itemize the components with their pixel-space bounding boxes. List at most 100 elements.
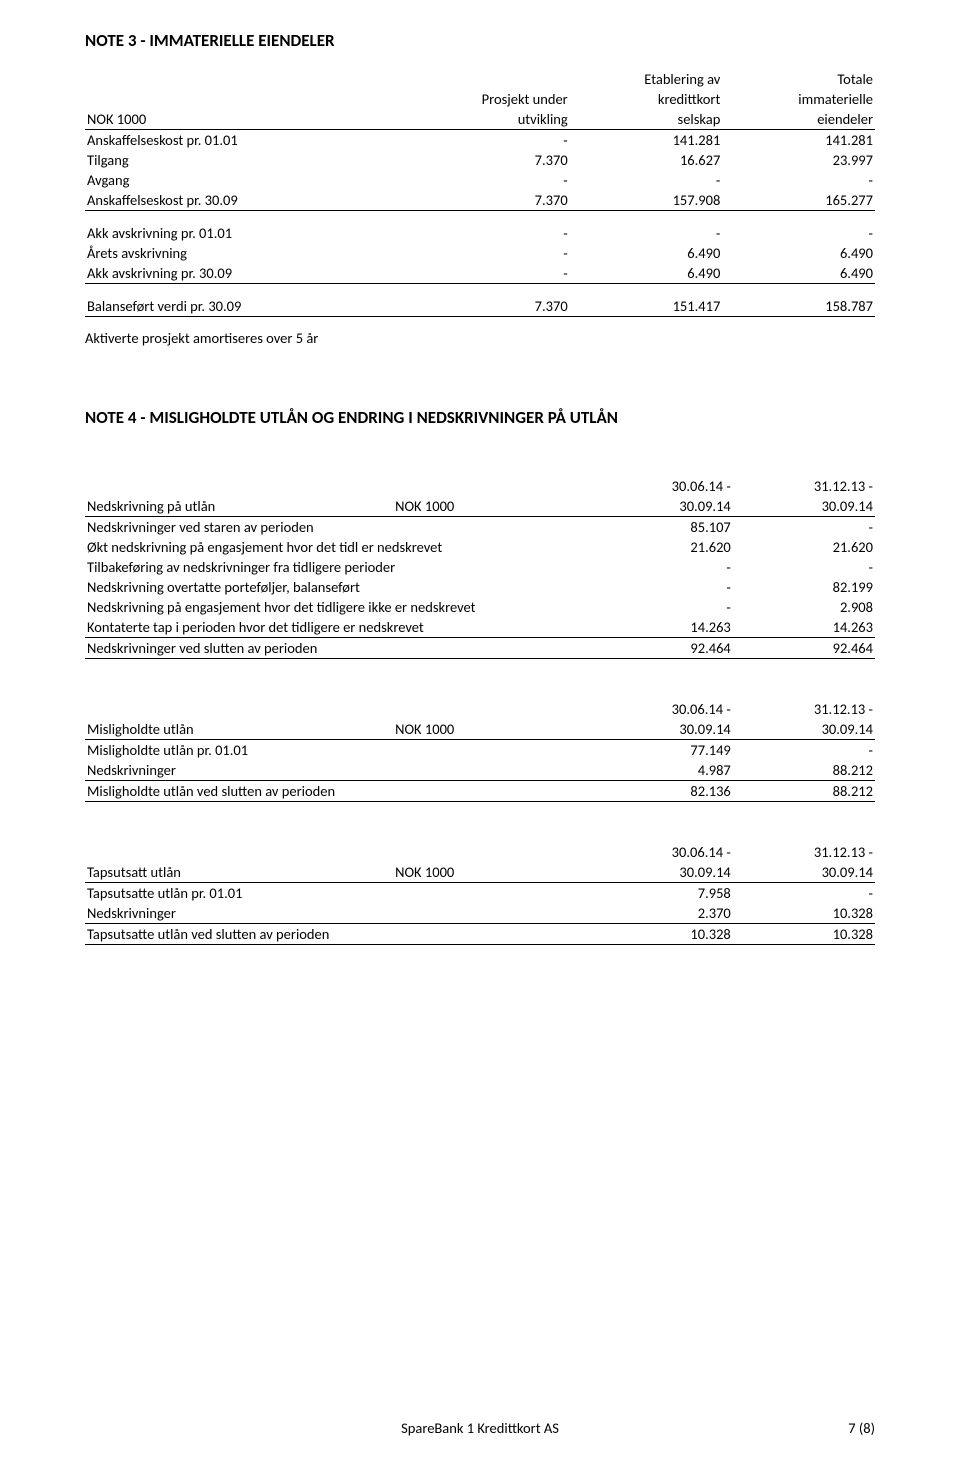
table-heading: Misligholdte utlån <box>85 719 393 740</box>
cell-value: - <box>417 263 570 284</box>
note4-table2: 30.06.14 -31.12.13 -Misligholdte utlånNO… <box>85 699 875 802</box>
nok-label: NOK 1000 <box>393 862 591 883</box>
table-row: Nedskrivninger ved staren av perioden85.… <box>85 517 875 538</box>
cell-value: - <box>417 243 570 263</box>
cell-value: - <box>722 170 875 190</box>
cell-value: 141.281 <box>722 130 875 151</box>
period-line1: 31.12.13 - <box>733 842 875 862</box>
total-label: Misligholdte utlån ved slutten av period… <box>85 781 591 802</box>
table-row: Kontaterte tap i perioden hvor det tidli… <box>85 617 875 638</box>
cell-value: 157.908 <box>570 190 723 211</box>
cell-value: 6.490 <box>722 263 875 284</box>
row-label: Nedskrivninger ved staren av perioden <box>85 517 591 538</box>
period-line2: 30.09.14 <box>733 496 875 517</box>
total-row: Misligholdte utlån ved slutten av period… <box>85 781 875 802</box>
note3-col2-line3: eiendeler <box>722 109 875 130</box>
row-label: Misligholdte utlån pr. 01.01 <box>85 740 591 761</box>
note3-block-c: Balanseført verdi pr. 30.097.370151.4171… <box>85 296 875 317</box>
total-value: 10.328 <box>733 924 875 945</box>
table-row: Tapsutsatte utlån pr. 01.017.958- <box>85 883 875 904</box>
cell-value: 141.281 <box>570 130 723 151</box>
cell-value: 2.370 <box>591 903 733 924</box>
period-line1: 30.06.14 - <box>591 842 733 862</box>
table-heading: Tapsutsatt utlån <box>85 862 393 883</box>
cell-value: - <box>591 557 733 577</box>
row-label: Årets avskrivning <box>85 243 417 263</box>
table-row: Tilgang7.37016.62723.997 <box>85 150 875 170</box>
note4-title: NOTE 4 - MISLIGHOLDTE UTLÅN OG ENDRING I… <box>85 407 875 428</box>
period-line1: 31.12.13 - <box>733 476 875 496</box>
cell-value: 6.490 <box>570 263 723 284</box>
cell-value: 82.199 <box>733 577 875 597</box>
period-line2: 30.09.14 <box>733 862 875 883</box>
period-line2: 30.09.14 <box>591 496 733 517</box>
cell-value: - <box>417 223 570 243</box>
period-line2: 30.09.14 <box>733 719 875 740</box>
cell-value: - <box>733 883 875 904</box>
note3-title: NOTE 3 - IMMATERIELLE EIENDELER <box>85 30 875 51</box>
cell-value: 23.997 <box>722 150 875 170</box>
table-row: Årets avskrivning-6.4906.490 <box>85 243 875 263</box>
period-line1: 30.06.14 - <box>591 699 733 719</box>
cell-value: 21.620 <box>591 537 733 557</box>
total-row: Tapsutsatte utlån ved slutten av periode… <box>85 924 875 945</box>
row-label: Tapsutsatte utlån pr. 01.01 <box>85 883 591 904</box>
table-row: Misligholdte utlån pr. 01.0177.149- <box>85 740 875 761</box>
note3-col1-line1: Etablering av <box>570 69 723 89</box>
period-line1: 31.12.13 - <box>733 699 875 719</box>
cell-value: 4.987 <box>591 760 733 781</box>
row-label: Anskaffelseskost pr. 30.09 <box>85 190 417 211</box>
row-label: Kontaterte tap i perioden hvor det tidli… <box>85 617 591 638</box>
note3-block-b: Akk avskrivning pr. 01.01---Årets avskri… <box>85 223 875 284</box>
footer-center: SpareBank 1 Kredittkort AS <box>85 1419 875 1437</box>
row-label: Tilbakeføring av nedskrivninger fra tidl… <box>85 557 591 577</box>
cell-value: - <box>733 557 875 577</box>
note4-table1: 30.06.14 -31.12.13 -Nedskrivning på utlå… <box>85 476 875 659</box>
table-row: Avgang--- <box>85 170 875 190</box>
note3-table: Etablering av Totale Prosjekt under kred… <box>85 69 875 317</box>
period-line2: 30.09.14 <box>591 862 733 883</box>
note3-col0-line1 <box>417 69 570 89</box>
period-line2: 30.09.14 <box>591 719 733 740</box>
table-row: Nedskrivninger2.37010.328 <box>85 903 875 924</box>
note3-col1-line2: kredittkort <box>570 89 723 109</box>
total-value: 92.464 <box>591 638 733 659</box>
table-row: Balanseført verdi pr. 30.097.370151.4171… <box>85 296 875 317</box>
cell-value: 7.370 <box>417 296 570 317</box>
table-row: Tilbakeføring av nedskrivninger fra tidl… <box>85 557 875 577</box>
total-value: 82.136 <box>591 781 733 802</box>
row-label: Nedskrivninger <box>85 903 591 924</box>
row-label: Anskaffelseskost pr. 01.01 <box>85 130 417 151</box>
cell-value: 165.277 <box>722 190 875 211</box>
nok-label: NOK 1000 <box>393 496 591 517</box>
page-container: NOTE 3 - IMMATERIELLE EIENDELER Etableri… <box>0 0 960 1457</box>
row-label: Avgang <box>85 170 417 190</box>
table-row: Anskaffelseskost pr. 30.097.370157.90816… <box>85 190 875 211</box>
table-row: Nedskrivninger4.98788.212 <box>85 760 875 781</box>
row-label: Nedskrivning på engasjement hvor det tid… <box>85 597 591 617</box>
note3-col0-line2: Prosjekt under <box>417 89 570 109</box>
note4-table3: 30.06.14 -31.12.13 - Tapsutsatt utlånNOK … <box>85 842 875 945</box>
total-row: Nedskrivninger ved slutten av perioden92… <box>85 638 875 659</box>
table-row: Akk avskrivning pr. 01.01--- <box>85 223 875 243</box>
cell-value: 151.417 <box>570 296 723 317</box>
cell-value: 2.908 <box>733 597 875 617</box>
cell-value: 16.627 <box>570 150 723 170</box>
cell-value: 10.328 <box>733 903 875 924</box>
cell-value: 158.787 <box>722 296 875 317</box>
cell-value: 77.149 <box>591 740 733 761</box>
cell-value: - <box>591 597 733 617</box>
note3-footnote: Aktiverte prosjekt amortiseres over 5 år <box>85 329 875 347</box>
cell-value: 85.107 <box>591 517 733 538</box>
cell-value: 7.370 <box>417 150 570 170</box>
table-row: Økt nedskrivning på engasjement hvor det… <box>85 537 875 557</box>
total-label: Tapsutsatte utlån ved slutten av periode… <box>85 924 591 945</box>
note3-col1-line3: selskap <box>570 109 723 130</box>
page-footer: SpareBank 1 Kredittkort AS 7 (8) <box>85 1419 875 1437</box>
total-value: 88.212 <box>733 781 875 802</box>
row-label: Nedskrivninger <box>85 760 591 781</box>
cell-value: - <box>570 223 723 243</box>
cell-value: - <box>591 577 733 597</box>
cell-value: 6.490 <box>570 243 723 263</box>
note3-row-label: NOK 1000 <box>85 109 417 130</box>
